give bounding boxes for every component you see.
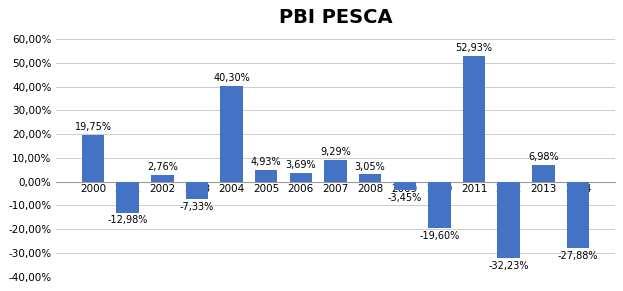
Bar (221, 86, 243, 182)
Text: 52,93%: 52,93% (455, 43, 493, 53)
Text: -19,60%: -19,60% (419, 231, 460, 241)
Text: 40,30%: 40,30% (213, 73, 250, 83)
Bar (567, 182, 589, 248)
Bar (394, 182, 416, 190)
Bar (255, 170, 277, 182)
Title: PBI PESCA: PBI PESCA (278, 8, 392, 27)
Text: -3,45%: -3,45% (388, 193, 422, 203)
Bar (463, 56, 485, 182)
Bar (117, 182, 139, 212)
Text: -12,98%: -12,98% (107, 215, 148, 225)
Text: 2,76%: 2,76% (147, 162, 178, 172)
Bar (498, 182, 520, 258)
Bar (428, 182, 450, 228)
Text: 19,75%: 19,75% (75, 122, 112, 132)
Text: 6,98%: 6,98% (528, 152, 559, 162)
Bar (151, 175, 174, 182)
Text: -32,23%: -32,23% (488, 261, 529, 271)
Bar (82, 135, 104, 182)
Text: -27,88%: -27,88% (558, 251, 598, 261)
Bar (324, 160, 347, 182)
Bar (290, 173, 312, 182)
Bar (186, 182, 208, 199)
Bar (359, 174, 381, 182)
Bar (532, 165, 554, 182)
Text: -7,33%: -7,33% (180, 202, 214, 212)
Text: 9,29%: 9,29% (320, 147, 351, 157)
Text: 4,93%: 4,93% (251, 157, 282, 167)
Text: 3,69%: 3,69% (285, 160, 316, 170)
Text: 3,05%: 3,05% (354, 162, 386, 172)
